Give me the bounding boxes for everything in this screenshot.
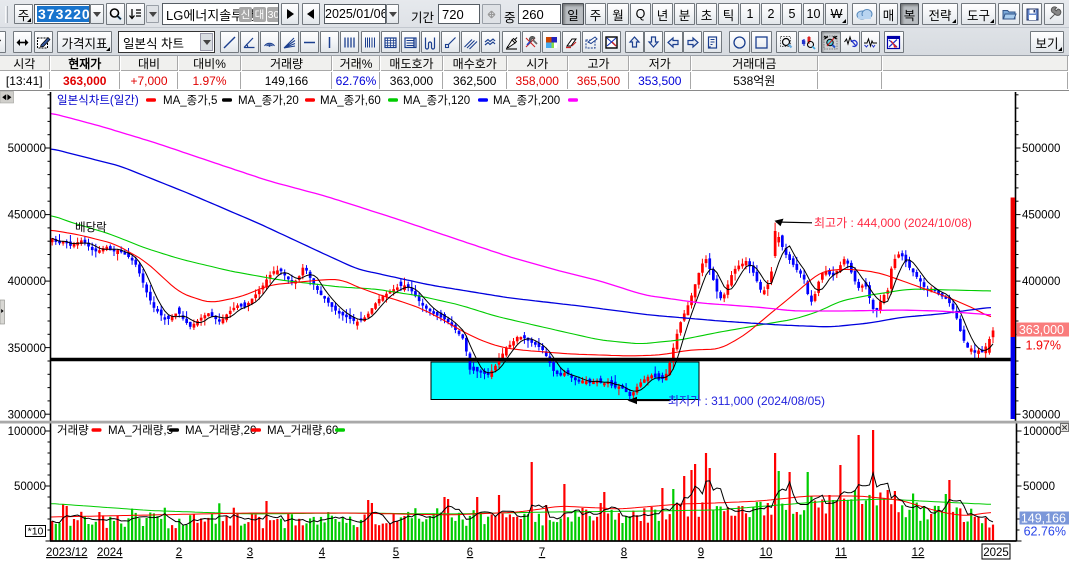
svg-text:2023/12: 2023/12	[46, 547, 88, 559]
svg-text:거래량: 거래량	[57, 424, 89, 437]
svg-text:7: 7	[539, 547, 545, 559]
svg-text:149,166: 149,166	[1021, 512, 1066, 526]
svg-text:363,000: 363,000	[1019, 323, 1064, 337]
svg-text:MA_종가,20: MA_종가,20	[238, 94, 299, 107]
svg-text:400000: 400000	[8, 276, 46, 288]
svg-text:2: 2	[176, 547, 182, 559]
svg-text:MA_거래량,60: MA_거래량,60	[267, 424, 338, 437]
svg-text:2024: 2024	[97, 547, 123, 559]
svg-text:MA_종가,120: MA_종가,120	[403, 94, 470, 107]
svg-text:6: 6	[467, 547, 473, 559]
svg-text:350000: 350000	[8, 343, 46, 355]
svg-text:MA_거래량,5: MA_거래량,5	[108, 424, 173, 437]
svg-text:300000: 300000	[8, 409, 46, 421]
svg-text:배당락: 배당락	[75, 221, 107, 234]
svg-text:400000: 400000	[1022, 276, 1060, 288]
svg-text:최저가 : 311,000 (2024/08/05): 최저가 : 311,000 (2024/08/05)	[668, 394, 825, 408]
svg-text:4: 4	[319, 547, 326, 559]
svg-text:*10: *10	[28, 526, 44, 538]
svg-text:2025: 2025	[983, 547, 1009, 559]
svg-text:8: 8	[621, 547, 627, 559]
svg-text:MA_종가,5: MA_종가,5	[163, 94, 217, 107]
svg-text:500000: 500000	[8, 143, 46, 155]
svg-text:12: 12	[912, 547, 925, 559]
svg-text:62.76%: 62.76%	[1024, 525, 1066, 539]
svg-text:MA_종가,60: MA_종가,60	[320, 94, 381, 107]
svg-text:3: 3	[247, 547, 253, 559]
svg-text:100000: 100000	[1023, 426, 1061, 438]
svg-text:MA_종가,200: MA_종가,200	[493, 94, 560, 107]
svg-text:300000: 300000	[1022, 409, 1060, 421]
svg-text:MA_거래량,20: MA_거래량,20	[185, 424, 256, 437]
svg-text:50000: 50000	[1023, 481, 1055, 493]
svg-text:일본식차트(일간): 일본식차트(일간)	[57, 93, 139, 107]
svg-text:5: 5	[393, 547, 399, 559]
svg-text:10: 10	[760, 547, 773, 559]
svg-text:50000: 50000	[14, 481, 46, 493]
svg-text:450000: 450000	[1022, 210, 1060, 222]
svg-text:1.97%: 1.97%	[1026, 339, 1061, 353]
svg-text:11: 11	[835, 547, 847, 559]
svg-text:9: 9	[698, 547, 704, 559]
svg-text:450000: 450000	[8, 210, 46, 222]
svg-text:500000: 500000	[1022, 143, 1060, 155]
svg-text:최고가 : 444,000 (2024/10/08): 최고가 : 444,000 (2024/10/08)	[814, 216, 972, 230]
svg-text:100000: 100000	[8, 426, 46, 438]
